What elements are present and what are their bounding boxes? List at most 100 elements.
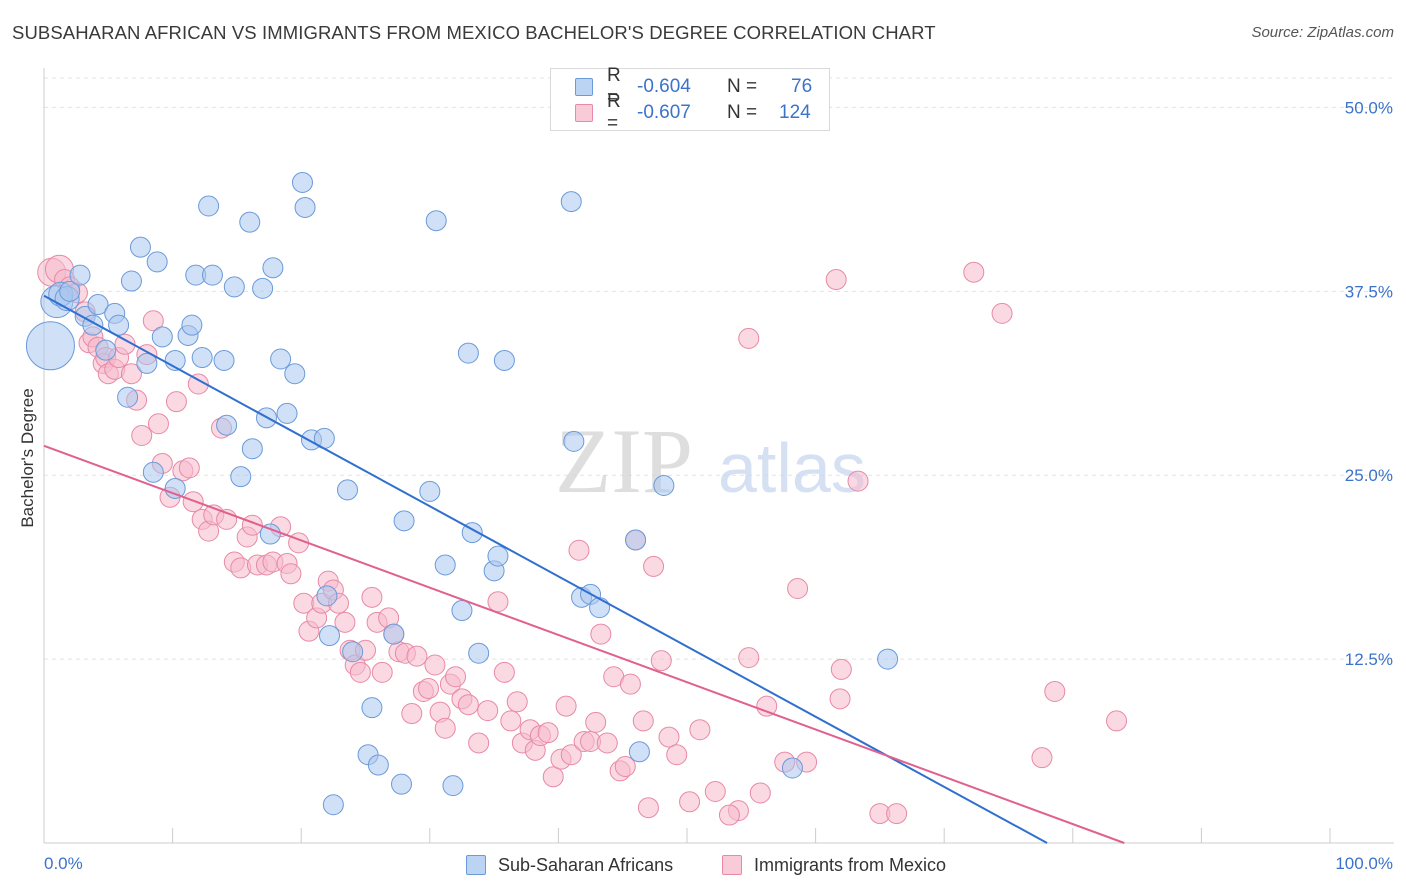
watermark-atlas: atlas: [718, 429, 866, 507]
data-point: [262, 257, 284, 279]
data-point: [555, 695, 577, 717]
bottom-legend-mexico: Immigrants from Mexico: [722, 852, 946, 878]
data-point: [342, 641, 364, 663]
data-point: [108, 314, 130, 336]
data-point: [457, 694, 479, 716]
data-point: [334, 611, 356, 633]
data-point: [201, 264, 223, 286]
y-tick-label: 37.5%: [1345, 282, 1393, 301]
data-point: [424, 654, 446, 676]
data-point: [367, 754, 389, 776]
data-point: [756, 695, 778, 717]
data-point: [477, 700, 499, 722]
data-point: [487, 591, 509, 613]
correlation-legend: R = -0.604 N = 76 R = -0.607 N = 124: [550, 65, 830, 134]
legend-r-value: -0.604: [637, 76, 691, 97]
data-point: [280, 563, 302, 585]
data-point: [679, 791, 701, 813]
x-tick-label: 100.0%: [1335, 854, 1393, 873]
bottom-legend-swatch-blue: [466, 855, 486, 875]
trend-line-sub-saharan: [43, 294, 1048, 844]
data-point: [120, 270, 142, 292]
data-point: [1106, 710, 1128, 732]
data-point: [738, 647, 760, 669]
legend-n-value: 124: [779, 102, 811, 123]
data-point: [69, 264, 91, 286]
series-immigrants-from-mexico: [37, 254, 1128, 826]
data-point: [187, 373, 209, 395]
y-axis-label: Bachelor's Degree: [18, 388, 37, 527]
data-point: [418, 678, 440, 700]
data-point: [560, 744, 582, 766]
legend-swatch-blue: [575, 78, 593, 96]
data-point: [259, 523, 281, 545]
bottom-legend-sub-saharan: Sub-Saharan Africans: [466, 852, 673, 878]
data-point: [614, 756, 636, 777]
data-point: [637, 797, 659, 819]
data-point: [506, 691, 528, 713]
data-point: [625, 529, 647, 551]
data-point: [391, 773, 413, 795]
data-point: [291, 171, 313, 193]
data-point: [442, 775, 464, 797]
data-point: [589, 597, 611, 619]
data-point: [164, 477, 186, 499]
legend-row-sub-saharan: R = -0.604 N = 76: [575, 65, 812, 108]
data-point: [542, 766, 564, 788]
y-tick-label: 50.0%: [1345, 98, 1393, 117]
data-point: [87, 294, 109, 316]
data-point: [829, 688, 851, 710]
data-point: [877, 648, 899, 670]
data-point: [142, 310, 164, 332]
data-point: [628, 741, 650, 763]
data-point: [704, 781, 726, 803]
data-point: [322, 794, 344, 816]
data-point: [830, 658, 852, 680]
watermark-zip: ZIP: [555, 410, 693, 512]
data-point: [596, 732, 618, 754]
data-point: [147, 413, 169, 435]
data-point: [336, 479, 358, 501]
data-point: [825, 269, 847, 291]
data-point: [434, 717, 456, 739]
bottom-legend-label: Immigrants from Mexico: [754, 854, 947, 875]
data-point: [252, 277, 274, 299]
data-point: [963, 261, 985, 283]
data-point: [643, 555, 665, 577]
data-point: [653, 475, 675, 497]
data-point: [500, 710, 522, 732]
data-point: [585, 711, 607, 733]
data-point: [650, 650, 672, 672]
legend-n-label: N =: [727, 76, 758, 97]
data-point: [151, 326, 173, 348]
data-point: [718, 804, 740, 826]
data-point: [213, 349, 235, 371]
data-point: [371, 661, 393, 683]
data-point: [847, 470, 869, 492]
data-point: [117, 386, 139, 408]
data-point: [590, 623, 612, 645]
data-point: [493, 661, 515, 683]
data-point: [25, 321, 75, 371]
legend-row-mexico: R = -0.607 N = 124: [575, 91, 811, 134]
trend-lines: [43, 294, 1125, 844]
data-point: [468, 732, 490, 754]
data-point: [318, 625, 340, 647]
data-point: [361, 586, 383, 608]
data-point: [451, 600, 473, 622]
data-point: [294, 196, 316, 218]
data-point: [1044, 680, 1066, 702]
data-point: [666, 744, 688, 766]
data-point: [434, 554, 456, 576]
data-point: [270, 348, 292, 370]
data-point: [120, 363, 142, 385]
data-point: [445, 666, 467, 688]
data-point: [419, 480, 441, 502]
data-point: [198, 195, 220, 217]
data-point: [181, 314, 203, 336]
data-point: [59, 280, 81, 302]
data-point: [383, 623, 405, 645]
legend-r-label: R =: [607, 91, 621, 134]
data-point: [658, 726, 680, 748]
